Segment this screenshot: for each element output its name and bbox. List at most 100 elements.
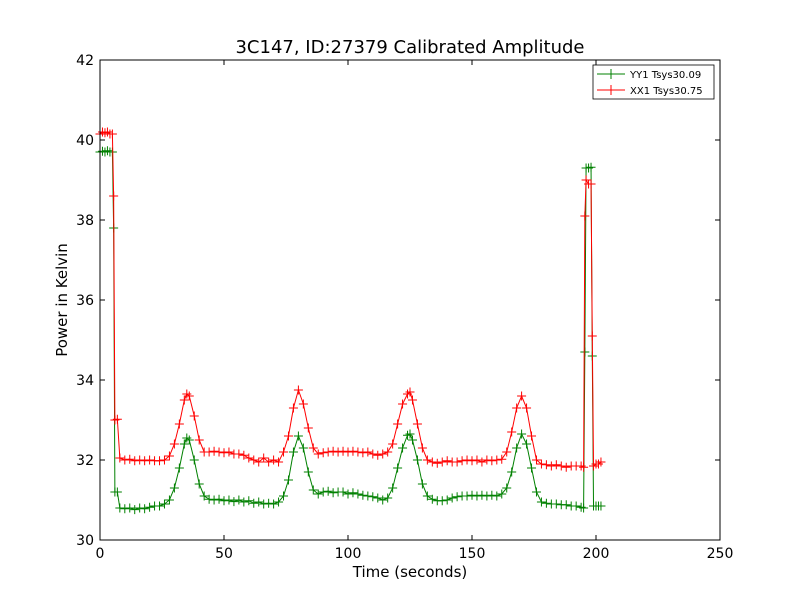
data-point <box>348 446 358 456</box>
data-point <box>145 502 155 512</box>
data-point <box>140 456 150 466</box>
legend-marker <box>606 85 616 95</box>
data-point <box>442 495 452 505</box>
data-point <box>492 455 502 465</box>
data-point <box>403 389 413 399</box>
data-point <box>536 497 546 507</box>
data-point <box>102 146 112 156</box>
data-point <box>467 490 477 500</box>
data-point <box>174 419 184 429</box>
data-point <box>155 501 165 511</box>
legend: YY1 Tsys30.09 XX1 Tsys30.75 <box>592 64 715 100</box>
data-point <box>417 479 427 489</box>
data-point <box>209 446 219 456</box>
data-point <box>502 483 512 493</box>
data-point <box>579 503 589 513</box>
data-point <box>199 491 209 501</box>
y-tick-label: 36 <box>76 293 94 309</box>
data-point <box>135 503 145 513</box>
data-point <box>184 391 194 401</box>
data-point <box>109 191 119 201</box>
data-point <box>259 499 269 509</box>
data-point <box>353 489 363 499</box>
data-point <box>457 456 467 466</box>
data-point <box>214 494 224 504</box>
data-point <box>405 387 415 397</box>
series-1 <box>95 127 606 472</box>
data-point <box>417 443 427 453</box>
data-point <box>579 462 589 472</box>
data-point <box>412 419 422 429</box>
data-point <box>452 492 462 502</box>
data-point <box>293 431 303 441</box>
data-point <box>383 447 393 457</box>
data-point <box>102 127 112 137</box>
data-point <box>254 497 264 507</box>
data-point <box>169 483 179 493</box>
data-point <box>477 457 487 467</box>
data-point <box>398 399 408 409</box>
data-point <box>487 490 497 500</box>
data-point <box>112 414 122 424</box>
data-point <box>412 455 422 465</box>
data-point <box>517 429 527 439</box>
data-point <box>155 456 165 466</box>
data-point <box>388 439 398 449</box>
y-tick-label: 40 <box>76 133 94 149</box>
data-point <box>587 331 597 341</box>
x-tick-label: 250 <box>707 546 734 562</box>
x-tick-label: 0 <box>96 546 105 562</box>
data-point <box>507 427 517 437</box>
data-point <box>571 501 581 511</box>
data-point <box>283 431 293 441</box>
data-point <box>239 450 249 460</box>
data-point <box>110 415 120 425</box>
data-point <box>522 403 532 413</box>
y-tick-label: 30 <box>76 533 94 549</box>
data-point <box>288 447 298 457</box>
data-point <box>527 463 537 473</box>
data-point <box>432 458 442 468</box>
data-point <box>393 463 403 473</box>
x-tick-label: 100 <box>335 546 362 562</box>
data-point <box>159 455 169 465</box>
data-point <box>507 467 517 477</box>
legend-label: YY1 Tsys30.09 <box>629 70 701 81</box>
ticks-layer: 0 50 100 150 200 250 30 32 34 36 38 40 42 <box>76 53 733 562</box>
data-point <box>551 460 561 470</box>
data-point <box>437 496 447 506</box>
data-point <box>561 500 571 510</box>
data-point <box>512 443 522 453</box>
data-point <box>427 494 437 504</box>
data-point <box>398 443 408 453</box>
data-point <box>189 411 199 421</box>
data-point <box>112 487 122 497</box>
data-point <box>130 456 140 466</box>
data-point <box>204 447 214 457</box>
data-point <box>427 457 437 467</box>
data-point <box>512 403 522 413</box>
data-point <box>313 489 323 499</box>
data-point <box>120 504 130 514</box>
data-point <box>407 395 417 405</box>
data-point <box>323 447 333 457</box>
data-point <box>234 449 244 459</box>
data-point <box>472 491 482 501</box>
data-point <box>174 463 184 473</box>
data-point <box>224 495 234 505</box>
data-point <box>249 455 259 465</box>
data-point <box>194 479 204 489</box>
x-tick-label: 150 <box>459 546 486 562</box>
data-point <box>115 453 125 463</box>
data-point <box>358 448 368 458</box>
data-point <box>502 447 512 457</box>
data-point <box>303 423 313 433</box>
data-point <box>405 429 415 439</box>
data-point <box>393 419 403 429</box>
data-point <box>580 347 590 357</box>
data-point <box>536 459 546 469</box>
data-point <box>522 439 532 449</box>
data-point <box>531 455 541 465</box>
data-point <box>353 447 363 457</box>
data-point <box>482 491 492 501</box>
